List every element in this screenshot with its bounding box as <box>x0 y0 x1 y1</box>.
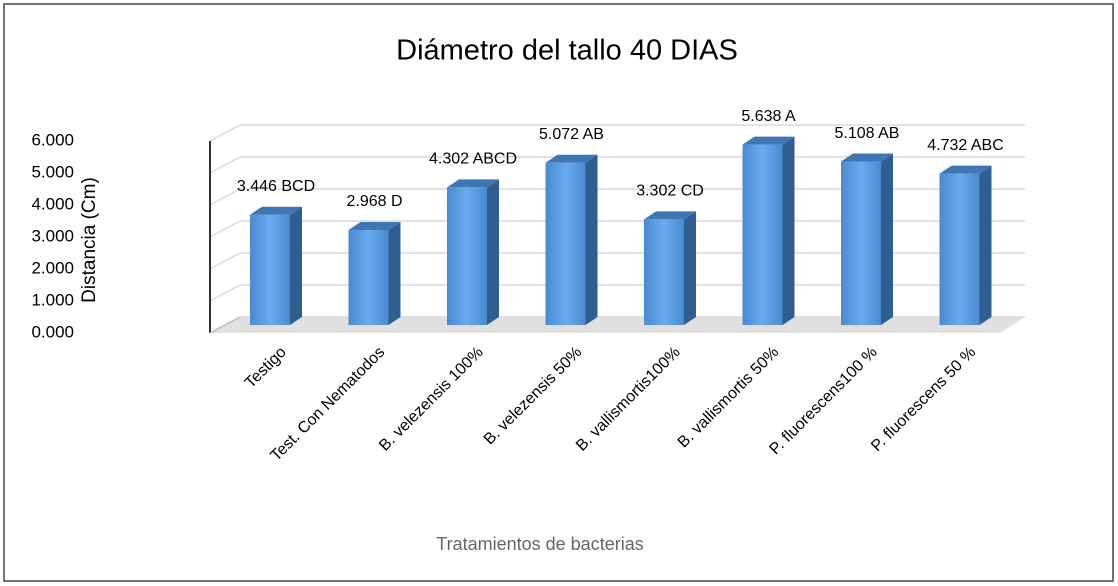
bar-top <box>644 211 696 220</box>
data-label: 5.108 AB <box>835 125 900 142</box>
grid-line <box>209 124 1025 142</box>
y-tick-label: 6.000 <box>31 130 74 149</box>
bar-front <box>545 162 586 325</box>
floor <box>210 317 1025 333</box>
bar-top <box>447 179 499 188</box>
bar-side <box>881 153 893 325</box>
bar-front <box>939 173 980 325</box>
bar-side <box>979 165 992 325</box>
bar <box>742 136 795 325</box>
bar <box>644 211 696 325</box>
bar <box>348 222 401 325</box>
x-axis-title: Tratamientos de bacterias <box>436 534 643 554</box>
bar-front <box>742 144 783 325</box>
bar-front <box>348 230 389 325</box>
bar-front <box>841 161 881 325</box>
y-tick-label: 3.000 <box>31 226 74 245</box>
bar-front <box>644 219 684 325</box>
bar-side <box>388 222 401 325</box>
data-label: 3.446 BCD <box>237 178 315 195</box>
bar-front <box>250 214 290 325</box>
y-tick-label: 5.000 <box>31 162 74 181</box>
bar-top <box>250 206 302 215</box>
bar <box>939 165 992 325</box>
bar-side <box>782 136 795 325</box>
chart-title: Diámetro del tallo 40 DIAS <box>396 35 738 67</box>
bar <box>841 153 893 325</box>
bar-top <box>545 154 598 163</box>
data-label: 2.968 D <box>346 193 402 210</box>
y-axis-title: Distancia (Cm) <box>79 177 100 303</box>
bar <box>447 179 499 325</box>
bar-top <box>939 165 992 174</box>
bar <box>250 206 302 325</box>
bar-front <box>447 187 487 325</box>
y-tick-label: 4.000 <box>31 194 74 213</box>
bar-side <box>684 211 696 325</box>
data-label: 5.638 A <box>741 108 796 125</box>
bar-side <box>487 179 499 325</box>
bar-top <box>841 153 893 162</box>
bar-top <box>742 136 795 145</box>
bar-side <box>290 206 302 325</box>
data-label: 4.732 ABC <box>927 137 1004 154</box>
y-tick-label: 1.000 <box>31 290 74 309</box>
data-label: 3.302 CD <box>636 183 704 200</box>
bar-side <box>585 154 598 325</box>
data-label: 5.072 AB <box>539 126 604 143</box>
y-tick-label: 0.000 <box>31 322 74 341</box>
data-label: 4.302 ABCD <box>429 151 517 168</box>
y-tick-label: 2.000 <box>31 258 74 277</box>
bar <box>545 154 598 325</box>
y-axis-back <box>209 316 241 334</box>
bar-top <box>348 222 401 231</box>
